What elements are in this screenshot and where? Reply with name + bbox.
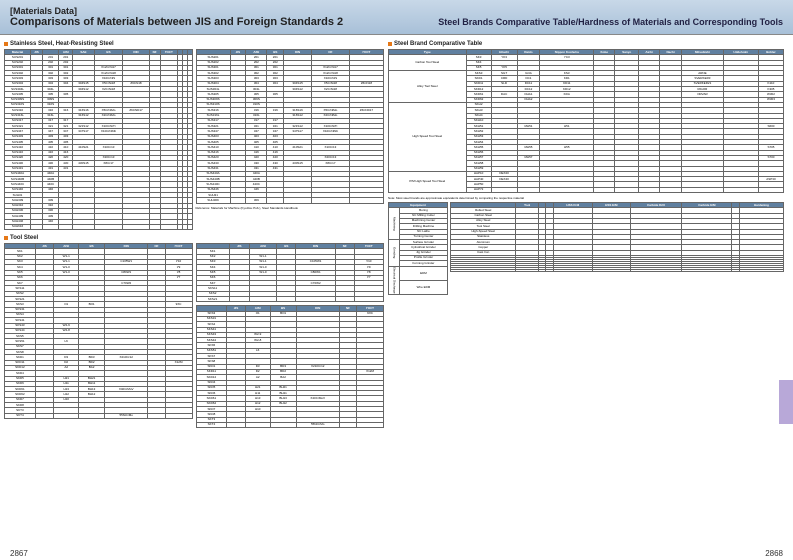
content-area: Stainless Steel, Heat-Resisting Steel Ma… — [0, 35, 793, 435]
note-2: Note: Most steel brands are approximate … — [388, 196, 784, 200]
stainless-steel-table: MaterialJISAISISAEBSDINNFГОСТSUS20120120… — [4, 49, 193, 230]
side-tab — [779, 380, 793, 424]
page-subtitle: Steel Brands Comparative Table/Hardness … — [438, 17, 783, 27]
page-number-right: 2868 — [765, 549, 783, 558]
page-number-left: 2867 — [10, 549, 28, 558]
right-column: Steel Brand Comparative Table TypeHitach… — [388, 39, 784, 431]
tool-steel-table: JISAISIBSDINNFГОСТSK1SK2W1-1SK3W1-1C105W… — [4, 243, 193, 419]
category-label: [Materials Data] — [10, 6, 783, 16]
page-header: [Materials Data] Comparisons of Material… — [0, 0, 793, 35]
left-column: Stainless Steel, Heat-Resisting Steel Ma… — [4, 39, 384, 431]
page-title: Comparisons of Materials between JIS and… — [10, 16, 343, 28]
section-title-tool: Tool Steel — [4, 235, 384, 241]
section-title-stainless: Stainless Steel, Heat-Resisting Steel — [4, 41, 384, 47]
operations-table: EquipmentMachiningBoringNC Milling Cutte… — [388, 202, 448, 295]
tool-steel-table-c: JISAISIBSDINNFГОСТSKS3O1BO19ХСSKS31SKS4S… — [196, 305, 385, 428]
section-title-brand: Steel Brand Comparative Table — [388, 41, 784, 47]
stainless-steel-table-b: JISAISIBSDINNFГОСТSUS201201201SUS2022022… — [196, 49, 385, 204]
tool-steel-table-b: JISAISIBSDINNFГОСТSK1SK2W1-1SK3W1-1C105W… — [196, 243, 385, 302]
brand-comparative-table: TypeHitachiDaidoNippon KoshuhaKobeSanyoA… — [388, 49, 784, 193]
page-footer: 2867 2868 — [0, 549, 793, 558]
note-1: Reference: Materials for Machine (Kyorit… — [196, 207, 385, 211]
hardness-tools-table: ToolHSS DrillHSS E/MCarbide DrillCarbide… — [450, 202, 784, 272]
